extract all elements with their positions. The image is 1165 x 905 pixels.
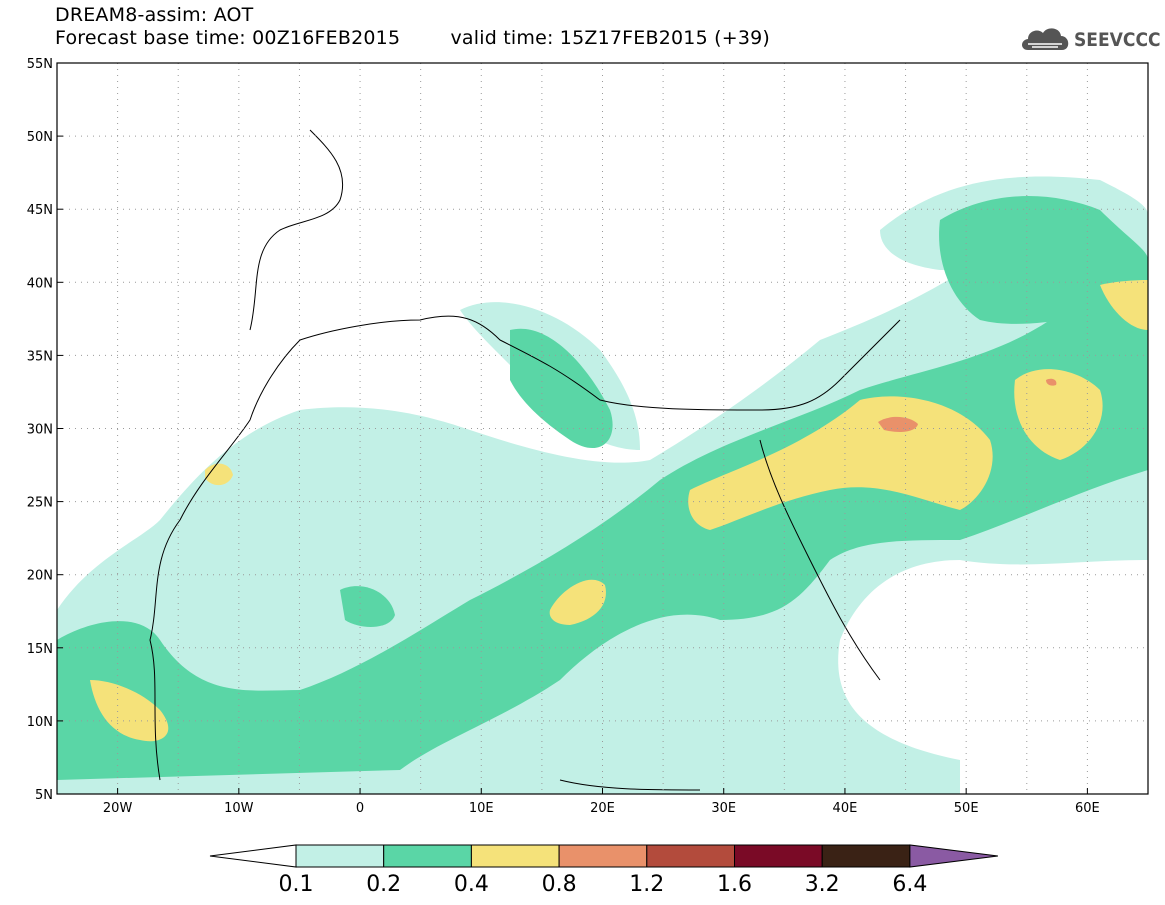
colorbar-label: 0.2 [366, 872, 402, 897]
lon-tick-label: 10W [224, 801, 254, 816]
lon-tick-label: 20E [590, 801, 615, 816]
base-time: Forecast base time: 00Z16FEB2015 [55, 27, 401, 49]
logo-text: SEEVCCC [1074, 29, 1161, 51]
colorbar-label: 0.1 [278, 872, 314, 897]
colorbar-segment [646, 844, 735, 868]
lat-tick-label: 45N [27, 203, 53, 218]
coastlines [149, 129, 901, 791]
colorbar [209, 844, 998, 868]
colorbar-segment [470, 844, 560, 868]
aot-level-0-4 [90, 280, 1148, 742]
colorbar-segment [734, 844, 823, 868]
lat-tick-label: 25N [27, 496, 53, 511]
colorbar-label: 6.4 [892, 872, 928, 897]
colorbar-label: 1.2 [629, 872, 665, 897]
lat-tick-label: 20N [27, 569, 53, 584]
lat-tick-label: 55N [27, 57, 53, 72]
lon-tick-label: 60E [1075, 801, 1100, 816]
valid-time: valid time: 15Z17FEB2015 (+39) [450, 27, 771, 49]
lon-tick-label: 10E [469, 801, 494, 816]
lat-tick-label: 30N [27, 423, 53, 438]
map-frame-group [56, 62, 1149, 795]
colorbar-label: 0.4 [453, 872, 489, 897]
colorbar-label: 1.6 [717, 872, 752, 897]
colorbar-label: 0.8 [541, 872, 577, 897]
colorbar-label: 3.2 [804, 872, 840, 897]
lon-tick-label: 40E [833, 801, 858, 816]
lat-tick-label: 50N [27, 130, 53, 145]
lat-tick-label: 10N [27, 715, 53, 730]
lat-tick-label: 35N [27, 349, 53, 364]
lon-tick-label: 30E [711, 801, 736, 816]
product-title: DREAM8-assim: AOT [55, 4, 254, 26]
map-header: DREAM8-assim: AOT Forecast base time: 00… [55, 4, 770, 50]
colorbar-under-arrow [209, 844, 297, 868]
colorbar-segment [383, 844, 472, 868]
colorbar-segment [558, 844, 648, 868]
lon-tick-label: 20W [103, 801, 133, 816]
lon-tick-label: 0 [356, 801, 364, 816]
colorbar-segment [821, 844, 911, 868]
lat-axis: 55N 50N 45N 40N 35N 30N 25N 20N 15N 10N 5N [27, 57, 63, 803]
lon-axis: 20W 10W 0 10E 20E 30E 40E 50E 60E [103, 788, 1100, 816]
colorbar-over-arrow [909, 844, 998, 868]
lon-tick-label: 50E [954, 801, 979, 816]
lat-tick-label: 5N [35, 788, 53, 803]
seevccc-logo: SEEVCCC [1018, 22, 1161, 58]
aot-level-0-8 [878, 378, 1057, 432]
lat-tick-label: 15N [27, 642, 53, 657]
colorbar-segment [295, 844, 385, 868]
cloud-icon [1022, 28, 1069, 50]
lat-tick-label: 40N [27, 276, 53, 291]
